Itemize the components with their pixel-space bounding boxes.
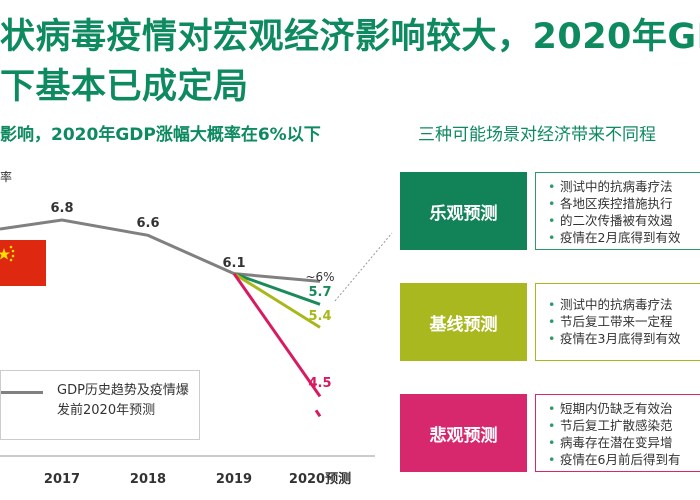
tick-label-2018: 2018 xyxy=(130,472,166,487)
list-item: 各地区疾控措施执行 xyxy=(548,195,700,212)
tick-label-2020: 2020预测 xyxy=(289,471,351,487)
data-label-2017: 6.8 xyxy=(50,201,73,216)
scenario-label-pessimistic: 悲观预测 xyxy=(400,394,527,472)
list-item: 测试中的抗病毒疗法 xyxy=(548,296,700,313)
list-item: 疫情在6月前后得到有 xyxy=(548,451,700,468)
series-pessimistic-tail xyxy=(314,409,322,418)
china-flag-icon xyxy=(0,240,46,286)
data-label-2019: 6.1 xyxy=(222,256,245,271)
list-item: 的二次传播被有效遏 xyxy=(548,212,700,229)
list-item: 测试中的抗病毒疗法 xyxy=(548,178,700,195)
scenario-details-baseline: 测试中的抗病毒疗法 节后复工带来一定程 疫情在3月底得到有效 xyxy=(535,283,700,361)
scenario-details-optimistic: 测试中的抗病毒疗法 各地区疾控措施执行 的二次传播被有效遏 疫情在2月底得到有效 xyxy=(535,172,700,250)
list-item: 疫情在2月底得到有效 xyxy=(548,229,700,246)
legend-label: GDP历史趋势及疫情爆发前2020年预测 xyxy=(57,383,189,418)
list-item: 节后复工扩散感染范 xyxy=(548,417,700,434)
title-line-1: 状病毒疫情对宏观经济影响较大，2020年GDP xyxy=(0,17,700,57)
tick-label-2017: 2017 xyxy=(44,472,80,487)
data-label-optimistic: 5.7 xyxy=(308,285,331,300)
data-label-2018: 6.6 xyxy=(136,216,159,231)
series-optimistic xyxy=(233,272,321,306)
connector-line xyxy=(334,232,393,302)
chart-subtitle: 影响，2020年GDP涨幅大概率在6%以下 xyxy=(0,125,321,145)
tick-label-2019: 2019 xyxy=(216,472,252,487)
list-item: 疫情在3月底得到有效 xyxy=(548,330,700,347)
scenario-label-baseline: 基线预测 xyxy=(400,283,527,361)
data-label-2020-forecast: ~6% xyxy=(305,270,334,284)
series-history xyxy=(0,218,321,283)
scenario-details-pessimistic: 短期内仍缺乏有效治 节后复工扩散感染范 病毒存在潜在变异增 疫情在6月前后得到有 xyxy=(535,394,700,472)
scenario-label-optimistic: 乐观预测 xyxy=(400,172,527,250)
series-pessimistic xyxy=(232,272,322,398)
chart-legend: GDP历史趋势及疫情爆发前2020年预测 xyxy=(0,370,200,440)
series-baseline xyxy=(233,272,321,329)
y-axis-label-fragment: 率 xyxy=(0,170,13,184)
title-line-2: 下基本已成定局 xyxy=(0,67,249,107)
scenario-subtitle: 三种可能场景对经济带来不同程 xyxy=(418,125,656,145)
data-label-pessimistic: 4.5 xyxy=(308,376,331,391)
list-item: 节后复工带来一定程 xyxy=(548,313,700,330)
list-item: 短期内仍缺乏有效治 xyxy=(548,400,700,417)
data-label-baseline: 5.4 xyxy=(308,309,331,324)
legend-line-swatch xyxy=(1,391,43,394)
page-title: 状病毒疫情对宏观经济影响较大，2020年GDP 下基本已成定局 xyxy=(0,0,700,110)
list-item: 病毒存在潜在变异增 xyxy=(548,434,700,451)
